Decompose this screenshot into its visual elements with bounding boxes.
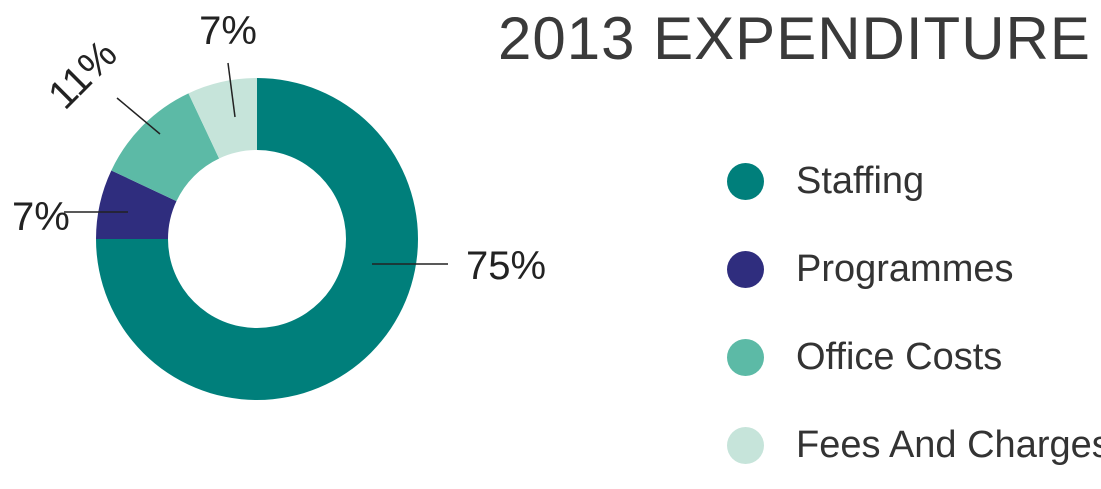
data-label-programmes: 7% xyxy=(12,195,70,239)
legend-item-staffing: Staffing xyxy=(727,137,1101,225)
slice-office-costs xyxy=(111,93,220,202)
leader-line-fees-and-charges xyxy=(227,62,236,118)
donut-chart: 75% 7% 11% 7% xyxy=(12,9,546,400)
legend-swatch-staffing xyxy=(727,162,764,200)
legend-swatch-office-costs xyxy=(727,338,764,376)
legend-label-staffing: Staffing xyxy=(796,159,925,202)
data-label-office-costs: 11% xyxy=(40,32,126,118)
legend-label-programmes: Programmes xyxy=(796,247,1014,290)
legend-swatch-programmes xyxy=(727,250,764,288)
slice-fees-and-charges xyxy=(188,78,257,159)
legend-item-fees-and-charges: Fees And Charges xyxy=(727,401,1101,489)
slice-programmes xyxy=(96,170,177,239)
legend-label-fees-and-charges: Fees And Charges xyxy=(796,423,1101,466)
data-label-staffing: 75% xyxy=(466,244,546,288)
legend: Staffing Programmes Office Costs Fees An… xyxy=(727,137,1101,489)
legend-item-programmes: Programmes xyxy=(727,225,1101,313)
leader-line-office-costs xyxy=(116,97,161,135)
chart-title: 2013 EXPENDITURE xyxy=(498,5,1091,72)
legend-label-office-costs: Office Costs xyxy=(796,335,1003,378)
legend-item-office-costs: Office Costs xyxy=(727,313,1101,401)
data-label-fees-and-charges: 7% xyxy=(199,9,257,53)
legend-swatch-fees-and-charges xyxy=(727,426,764,464)
slice-staffing xyxy=(96,78,418,400)
